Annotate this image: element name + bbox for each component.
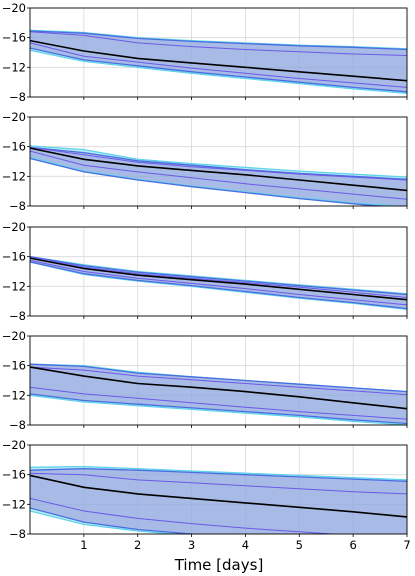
panel-frame [29,116,408,207]
plot-area [30,145,407,206]
blue-band-edge [30,261,407,310]
plot-area [30,363,407,425]
inner-percentile-line [30,42,407,88]
inner-percentile-line [30,386,407,420]
y-tick-label: −12 [2,388,26,402]
blue-band-edge [30,146,407,180]
plot-area [30,29,407,94]
y-tick-label: −16 [2,359,26,373]
median-line [30,366,407,410]
y-tick-label: −20 [2,329,26,343]
blue-band-edge [30,47,407,93]
median-line [30,39,407,82]
y-tick-label: −16 [2,468,26,482]
x-tick-label: 2 [134,538,141,552]
x-tick-label: 1 [80,538,87,552]
y-tick-label: −20 [2,220,26,234]
y-tick-label: −8 [9,90,26,104]
blue-band-edge [30,363,407,393]
x-axis-label: Time [days] [174,556,264,574]
x-tick-label: 3 [188,538,195,552]
y-tick-label: −8 [9,309,26,323]
y-tick-label: −16 [2,250,26,264]
x-tick-label: 4 [242,538,249,552]
plot-area [30,465,407,534]
inner-percentile-line [30,150,407,200]
inner-percentile-line [30,256,407,298]
y-tick-label: −12 [2,60,26,74]
cyan-band-edge [30,510,182,534]
median-line [30,474,407,518]
y-tick-label: −8 [9,527,26,541]
y-tick-label: −12 [2,279,26,293]
cyan-band-edge [30,465,407,481]
cyan-band-edge [30,156,407,206]
x-tick-label: 7 [403,538,410,552]
cyan-band-edge [30,394,407,425]
blue-band-edge [30,157,389,206]
y-tick-label: −16 [2,140,26,154]
blue-band-edge [30,30,407,51]
y-tick-label: −8 [9,418,26,432]
cyan-band-edge [30,49,407,94]
plot-area [30,256,407,310]
inner-percentile-line [30,259,407,306]
x-tick-label: 6 [349,538,356,552]
cyan-band-edge [30,145,407,178]
y-tick-label: −20 [2,1,26,15]
panel-4: −20 −16 −12 −8 [2,329,408,432]
panel-frame [29,7,408,98]
panel-2: −20 −16 −12 −8 [2,110,408,213]
blue-band-edge [30,256,407,296]
y-tick-label: −12 [2,497,26,511]
inner-percentile-line [30,146,407,181]
blue-band [30,147,407,206]
cyan-band-edge [30,29,407,50]
blue-band-edge [30,468,407,482]
x-tick-label: 5 [296,538,303,552]
blue-band [30,468,407,534]
panel-frame [29,226,408,317]
y-tick-label: −8 [9,199,26,213]
y-tick-label: −12 [2,169,26,183]
y-tick-label: −20 [2,110,26,124]
panel-5: −20 −16 −12 −8 1 2 3 4 5 6 7 [2,438,411,552]
cyan-band-edge [30,256,407,295]
blue-band [30,364,407,424]
panel-frame [29,335,408,426]
median-line [30,147,407,192]
y-tick-label: −20 [2,438,26,452]
inner-percentile-line [30,366,407,396]
inner-percentile-line [30,472,407,495]
inner-percentile-line [30,497,339,534]
panel-3: −20 −16 −12 −8 [2,220,408,323]
blue-band-edge [30,393,407,425]
inner-percentile-line [30,31,407,56]
median-line [30,257,407,301]
blue-band-edge [30,507,202,534]
cyan-band-edge [30,261,407,310]
y-tick-label: −16 [2,31,26,45]
panel-frame [29,444,408,535]
panel-1: −20 −16 −12 −8 [2,1,408,104]
